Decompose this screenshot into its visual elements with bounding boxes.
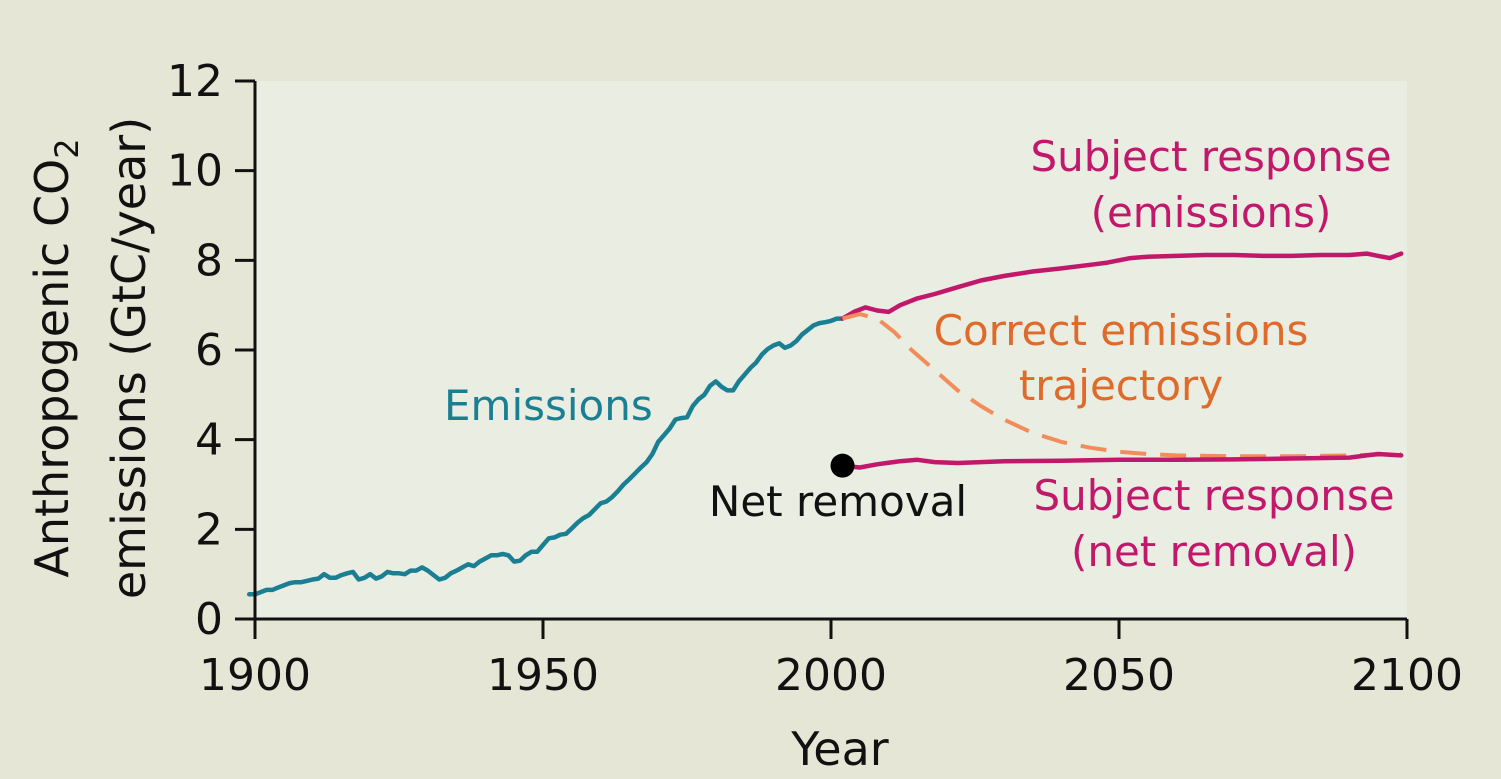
axes-layer: 0 2 4 6 8 10 12 1900 1950 2000 2050 2100 (167, 56, 1463, 701)
x-tick-label: 2100 (1351, 650, 1463, 701)
series-layer (246, 251, 1404, 597)
y-axis-title-2: emissions (GtC/year) (102, 117, 156, 599)
x-tick-label: 1950 (487, 650, 599, 701)
subject-emissions-label-1: Subject response (1030, 132, 1391, 181)
net-removal-point (830, 453, 855, 478)
y-tick-label: 2 (195, 504, 223, 555)
emissions-label: Emissions (444, 381, 653, 430)
x-tick-label: 2050 (1063, 650, 1175, 701)
y-tick-label: 4 (195, 415, 223, 466)
subject-removal-label-1: Subject response (1033, 471, 1394, 520)
correct-trajectory-label-1: Correct emissions (934, 306, 1309, 355)
y-tick-label: 12 (167, 56, 223, 107)
y-axis-title-line1: Anthropogenic CO (25, 159, 79, 578)
plot-area (255, 81, 1407, 619)
y-tick-label: 10 (167, 146, 223, 197)
series-line-3 (841, 312, 1402, 459)
series-line-4 (840, 451, 1404, 470)
y-axis-title: Anthropogenic CO2 (25, 138, 86, 577)
x-axis-title: Year (790, 722, 888, 776)
net-removal-label: Net removal (709, 477, 967, 526)
correct-trajectory-label-2: trajectory (1019, 361, 1223, 410)
y-tick-label: 6 (195, 325, 223, 376)
y-axis-title-subscript: 2 (48, 138, 86, 158)
x-tick-label: 1900 (199, 650, 311, 701)
svg-text:Anthropogenic CO2: Anthropogenic CO2 (25, 138, 86, 577)
y-tick-label: 0 (195, 594, 223, 645)
y-axis-title-line2: emissions (GtC/year) (102, 117, 156, 599)
series-line-1 (246, 316, 845, 597)
y-tick-label: 8 (195, 235, 223, 286)
subject-emissions-label-2: (emissions) (1091, 188, 1332, 237)
subject-removal-label-2: (net removal) (1071, 527, 1357, 576)
x-tick-label: 2000 (775, 650, 887, 701)
series-line-2 (840, 251, 1404, 321)
